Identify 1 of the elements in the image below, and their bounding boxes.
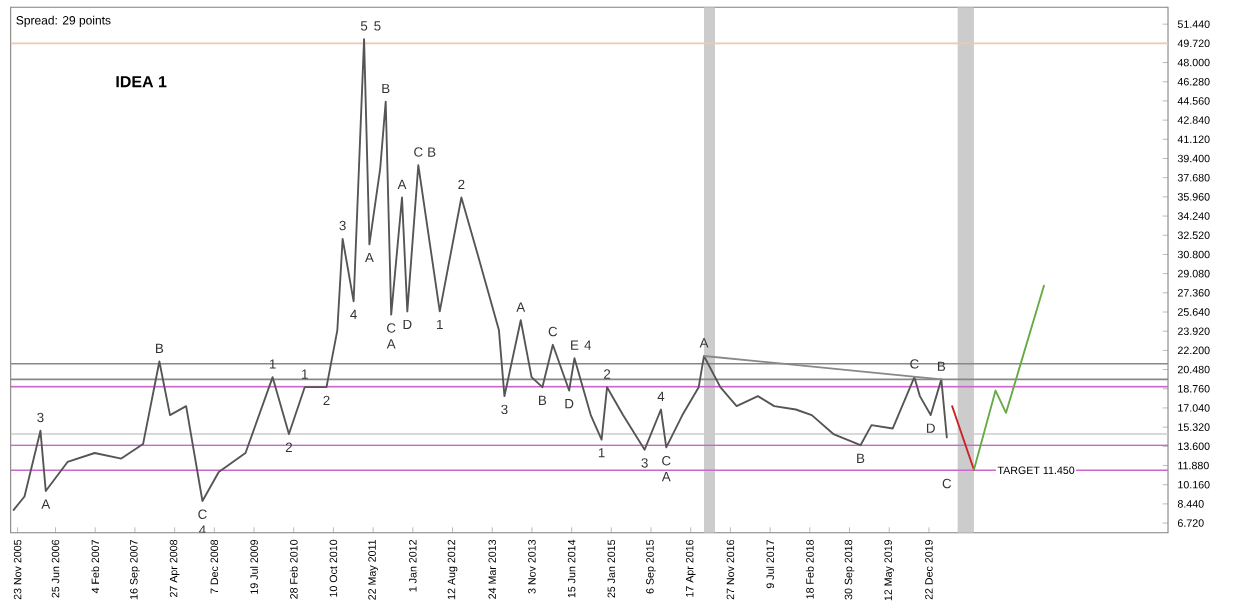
annotation: IDEA 1 <box>116 76 167 88</box>
